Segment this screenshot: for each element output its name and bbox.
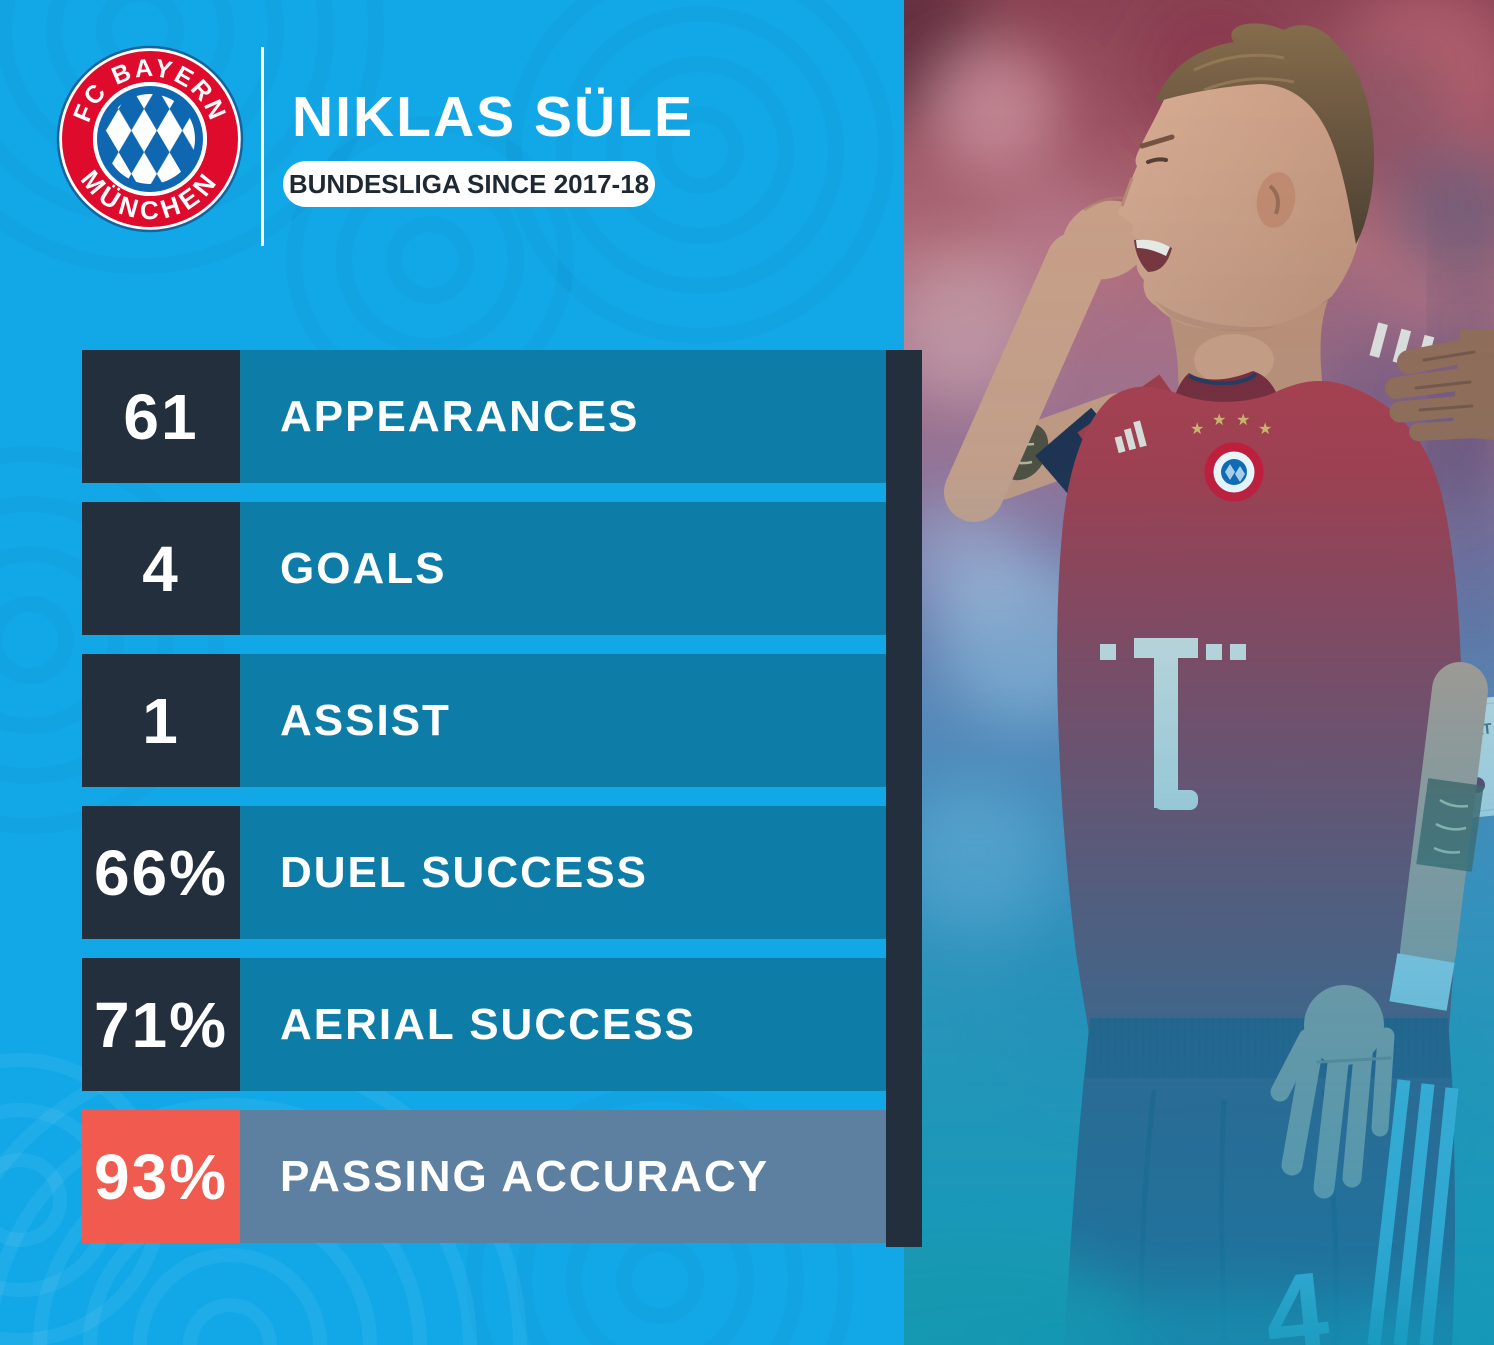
stat-row: 4 GOALS bbox=[82, 502, 886, 635]
stat-row: 71% AERIAL SUCCESS bbox=[82, 958, 886, 1091]
cyan-duotone-overlay bbox=[904, 0, 1494, 1345]
player-photo: ★ ★ ★ ★ bbox=[904, 0, 1494, 1345]
stat-label: DUEL SUCCESS bbox=[240, 806, 886, 939]
season-badge-label: BUNDESLIGA SINCE 2017-18 bbox=[288, 168, 650, 199]
stat-row: 66% DUEL SUCCESS bbox=[82, 806, 886, 939]
stat-value: 61 bbox=[82, 350, 240, 483]
stat-value: 71% bbox=[82, 958, 240, 1091]
club-logo: FC BAYERN MÜNCHEN bbox=[56, 45, 244, 233]
stats-table: 61 APPEARANCES 4 GOALS 1 ASSIST 66% DUEL… bbox=[82, 350, 886, 1262]
stat-label: GOALS bbox=[240, 502, 886, 635]
table-edge-strip bbox=[886, 350, 922, 1247]
stat-label: PASSING ACCURACY bbox=[240, 1110, 886, 1243]
header-divider bbox=[261, 47, 264, 246]
stat-value: 1 bbox=[82, 654, 240, 787]
page-title: NIKLAS SÜLE bbox=[292, 85, 695, 149]
stat-row-highlighted: 93% PASSING ACCURACY bbox=[82, 1110, 886, 1243]
stat-row: 61 APPEARANCES bbox=[82, 350, 886, 483]
stat-label: ASSIST bbox=[240, 654, 886, 787]
stat-row: 1 ASSIST bbox=[82, 654, 886, 787]
stat-label: APPEARANCES bbox=[240, 350, 886, 483]
stat-label: AERIAL SUCCESS bbox=[240, 958, 886, 1091]
stat-value: 66% bbox=[82, 806, 240, 939]
stat-value: 93% bbox=[82, 1110, 240, 1243]
stat-value: 4 bbox=[82, 502, 240, 635]
season-badge: BUNDESLIGA SINCE 2017-18 bbox=[283, 161, 655, 207]
